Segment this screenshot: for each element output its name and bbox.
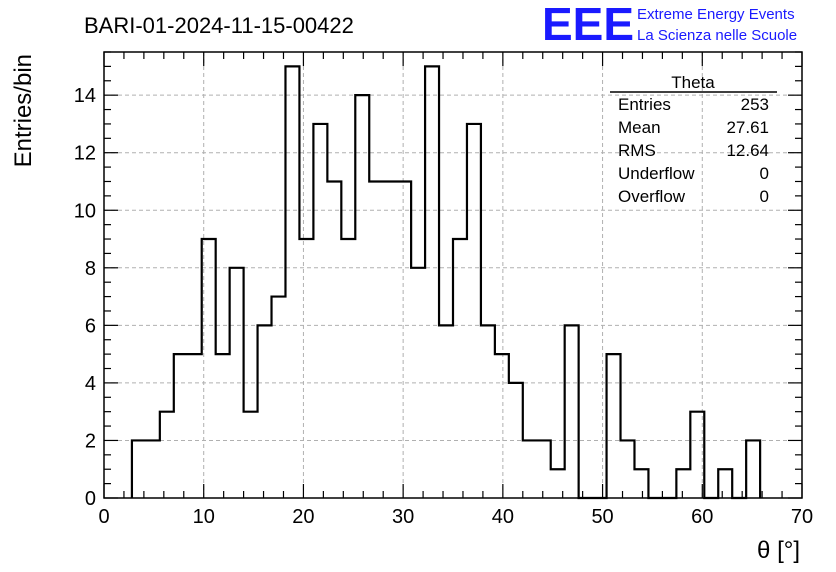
- chart-title: BARI-01-2024-11-15-00422: [84, 13, 354, 38]
- axis-ticks: [103, 51, 803, 499]
- x-tick-label: 10: [193, 506, 215, 528]
- stats-row-value: 27.61: [726, 118, 769, 137]
- stats-row-label: Overflow: [618, 187, 686, 206]
- histogram-outline: [130, 65, 762, 500]
- x-tick-labels: 0 10 20 30 40 50 60 70: [98, 506, 813, 528]
- plot-frame: [103, 51, 803, 499]
- x-tick-label: 30: [392, 506, 414, 528]
- y-tick-labels: 0 2 4 6 8 10 12 14: [74, 85, 96, 510]
- x-tick-label: 40: [492, 506, 514, 528]
- stats-row-label: Mean: [618, 118, 661, 137]
- y-axis-label: Entries/bin: [10, 54, 37, 167]
- y-tick-label: 8: [85, 258, 96, 280]
- y-tick-label: 6: [85, 315, 96, 337]
- x-tick-label: 20: [292, 506, 314, 528]
- stats-box: Theta Entries 253 Mean 27.61 RMS 12.64 Underfl…: [610, 73, 777, 206]
- logo-line2: La Scienza nelle Scuole: [637, 27, 797, 44]
- grid: [104, 52, 802, 498]
- x-tick-label: 70: [791, 506, 813, 528]
- stats-row-value: 12.64: [726, 141, 769, 160]
- logo: EEE Extreme Energy Events La Scienza nel…: [542, 0, 797, 50]
- stats-box-title: Theta: [671, 73, 715, 92]
- stats-row-value: 253: [741, 95, 769, 114]
- stats-row-label: Underflow: [618, 164, 695, 183]
- x-axis-label: θ [°]: [757, 537, 800, 564]
- stats-row-label: Entries: [618, 95, 671, 114]
- x-tick-label: 0: [98, 506, 109, 528]
- y-tick-label: 2: [85, 430, 96, 452]
- x-tick-label: 50: [591, 506, 613, 528]
- stats-row-value: 0: [760, 164, 769, 183]
- y-tick-label: 0: [85, 488, 96, 510]
- y-tick-label: 14: [74, 85, 96, 107]
- stats-row-label: RMS: [618, 141, 656, 160]
- stats-row-value: 0: [760, 187, 769, 206]
- x-tick-label: 60: [691, 506, 713, 528]
- y-tick-label: 12: [74, 143, 96, 165]
- stats-box-rows: Entries 253 Mean 27.61 RMS 12.64 Underflow 0 Ove…: [618, 95, 769, 206]
- logo-line1: Extreme Energy Events: [637, 6, 795, 23]
- logo-mark: EEE: [542, 0, 634, 50]
- y-tick-label: 4: [85, 373, 96, 395]
- y-tick-label: 10: [74, 200, 96, 222]
